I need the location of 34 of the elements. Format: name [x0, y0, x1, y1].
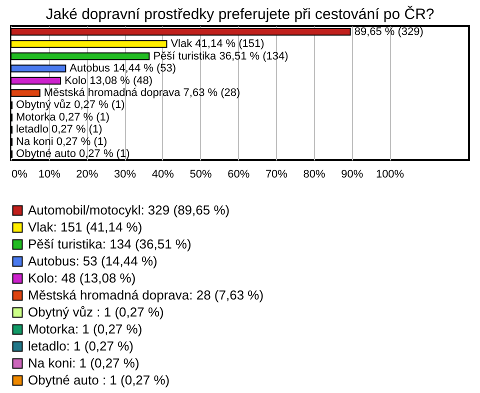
x-tick-label: 10%: [38, 168, 61, 180]
chart-title: Jaké dopravní prostředky preferujete při cestování po ČR?: [46, 4, 434, 23]
data-label: Pěší turistika 36,51 % (134): [153, 50, 288, 62]
x-tick-label: 70%: [265, 168, 288, 180]
legend-label: Kolo: 48 (13,08 %): [28, 270, 136, 286]
data-label: Městská hromadná doprava 7,63 % (28): [44, 87, 240, 99]
x-tick-label: 20%: [76, 168, 98, 180]
x-tick-label: 0%: [12, 168, 28, 180]
legend-label: Obytný vůz : 1 (0,27 %): [28, 304, 164, 320]
x-tick-label: 100%: [376, 168, 404, 180]
data-label: Autobus 14,44 % (53): [70, 62, 176, 75]
legend-label: letadlo: 1 (0,27 %): [28, 338, 134, 354]
data-label: Na koni 0,27 % (1): [16, 136, 108, 148]
legend-label: Vlak: 151 (41,14 %): [28, 220, 142, 234]
x-tick-label: 50%: [190, 168, 212, 180]
x-tick-label: 60%: [228, 168, 250, 180]
data-label: Obytný vůz 0,27 % (1): [16, 99, 125, 112]
legend-label: Městská hromadná doprava: 28 (7,63 %): [28, 288, 264, 302]
x-tick-label: 40%: [152, 168, 174, 180]
data-label: Motorka 0,27 % (1): [16, 111, 110, 124]
x-tick-label: 90%: [341, 168, 364, 180]
data-label: letadlo 0,27 % (1): [16, 124, 102, 136]
data-label: Vlak 41,14 % (151): [170, 38, 264, 50]
legend-label: Obytné auto : 1 (0,27 %): [28, 372, 170, 388]
legend-label: Autobus: 53 (14,44 %): [28, 254, 158, 268]
x-tick-label: 30%: [114, 168, 136, 180]
data-label: Kolo 13,08 % (48): [64, 74, 153, 87]
legend-label: Motorka: 1 (0,27 %): [28, 322, 142, 336]
legend-label: Na koni: 1 (0,27 %): [28, 356, 140, 370]
legend-label: Automobil/motocykl: 329 (89,65 %): [28, 202, 230, 218]
data-label: Obytné auto 0,27 % (1): [16, 148, 130, 160]
data-label: 89,65 % (329): [354, 26, 424, 38]
x-tick-label: 80%: [303, 168, 326, 180]
legend-label: Pěší turistika: 134 (36,51 %): [28, 236, 192, 252]
